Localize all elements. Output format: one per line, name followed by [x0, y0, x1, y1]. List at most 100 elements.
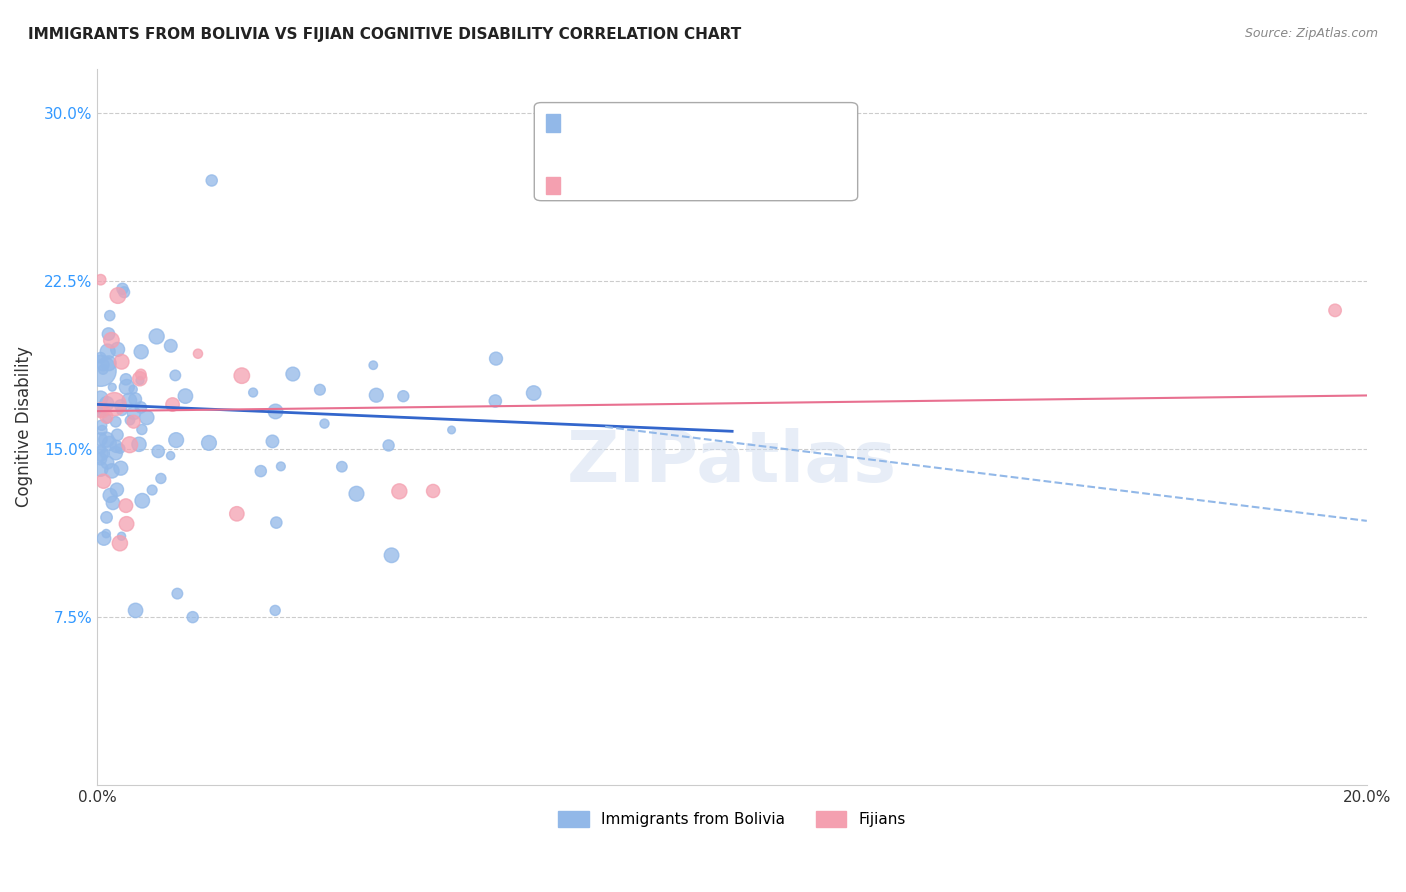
Point: [165, 368, 187, 383]
Point: [249, 464, 271, 478]
Point: [115, 516, 138, 531]
Point: [115, 380, 138, 394]
Point: [110, 529, 132, 543]
Point: [122, 406, 145, 420]
Point: [422, 483, 444, 498]
Point: [231, 368, 253, 383]
Text: N =: N =: [675, 186, 709, 201]
Point: [101, 496, 124, 510]
Point: [128, 437, 150, 451]
Point: [90, 462, 112, 476]
Point: [91, 402, 114, 417]
Point: [90, 451, 112, 466]
Point: [96, 433, 118, 447]
Point: [129, 401, 152, 415]
Point: [264, 404, 287, 418]
Point: [108, 442, 131, 456]
Point: [124, 603, 146, 617]
Point: [129, 374, 152, 388]
Point: [93, 474, 115, 488]
Point: [91, 358, 114, 372]
Point: [107, 343, 129, 357]
Point: [111, 282, 134, 296]
Point: [100, 333, 122, 347]
Point: [90, 351, 112, 365]
Point: [96, 409, 118, 424]
Point: [111, 403, 134, 417]
Point: [131, 422, 153, 436]
Text: Source: ZipAtlas.com: Source: ZipAtlas.com: [1244, 27, 1378, 40]
Point: [122, 415, 145, 429]
Legend: Immigrants from Bolivia, Fijians: Immigrants from Bolivia, Fijians: [551, 804, 914, 835]
Text: 0.043: 0.043: [609, 186, 657, 201]
Point: [105, 483, 128, 497]
Text: ZIPatlas: ZIPatlas: [567, 428, 897, 497]
Point: [101, 464, 124, 478]
Point: [166, 586, 188, 600]
Point: [90, 447, 112, 461]
Point: [129, 344, 152, 359]
Text: IMMIGRANTS FROM BOLIVIA VS FIJIAN COGNITIVE DISABILITY CORRELATION CHART: IMMIGRANTS FROM BOLIVIA VS FIJIAN COGNIT…: [28, 27, 741, 42]
Point: [97, 356, 120, 370]
Point: [1324, 303, 1347, 318]
Point: [148, 444, 170, 458]
Point: [440, 423, 463, 437]
Point: [131, 493, 153, 508]
Point: [90, 401, 112, 416]
Point: [118, 413, 141, 427]
Point: [91, 423, 114, 437]
Point: [91, 362, 114, 376]
Point: [314, 417, 336, 431]
Point: [198, 436, 221, 450]
Point: [98, 488, 121, 502]
Point: [270, 459, 292, 474]
Text: 94: 94: [720, 123, 741, 138]
Point: [485, 351, 508, 366]
Point: [225, 507, 247, 521]
Point: [93, 532, 115, 546]
Point: [90, 404, 112, 418]
Text: -0.160: -0.160: [609, 123, 664, 138]
Point: [149, 471, 172, 485]
Point: [96, 396, 118, 410]
Point: [115, 499, 138, 513]
Point: [96, 526, 118, 541]
Point: [105, 439, 128, 453]
Point: [98, 436, 121, 450]
Point: [141, 483, 163, 497]
Point: [105, 428, 128, 442]
Point: [523, 386, 546, 401]
Point: [346, 487, 368, 501]
Point: [262, 434, 284, 449]
Point: [122, 383, 145, 397]
Point: [484, 394, 506, 409]
Point: [96, 412, 118, 426]
Point: [90, 364, 112, 378]
Point: [108, 536, 131, 550]
Point: [128, 372, 150, 386]
Point: [90, 403, 112, 417]
Point: [90, 273, 112, 287]
Point: [380, 549, 402, 563]
Point: [201, 173, 224, 187]
Point: [124, 392, 146, 407]
Point: [330, 459, 353, 474]
Point: [103, 397, 125, 411]
Point: [174, 389, 197, 403]
Y-axis label: Cognitive Disability: Cognitive Disability: [15, 346, 32, 508]
Point: [90, 432, 112, 446]
Point: [110, 399, 132, 413]
Point: [104, 446, 127, 460]
Point: [97, 327, 120, 342]
Point: [110, 461, 132, 475]
Point: [98, 309, 121, 323]
Point: [129, 368, 152, 382]
Text: 22: 22: [720, 186, 741, 201]
Point: [90, 391, 112, 405]
Point: [266, 516, 288, 530]
Text: N =: N =: [675, 123, 709, 138]
Point: [281, 367, 304, 381]
Point: [118, 393, 141, 408]
Point: [97, 344, 120, 359]
Point: [101, 380, 124, 394]
